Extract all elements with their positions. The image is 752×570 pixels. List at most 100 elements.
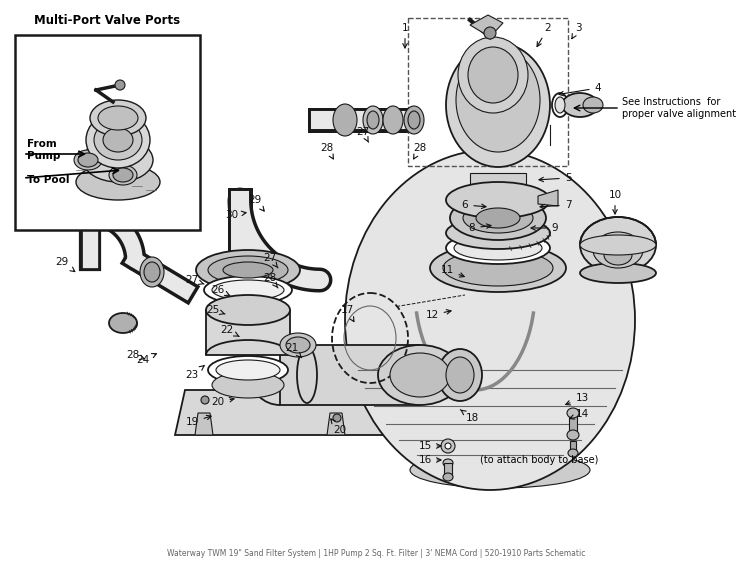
Ellipse shape (208, 256, 288, 284)
Ellipse shape (580, 263, 656, 283)
Ellipse shape (468, 47, 518, 103)
Text: 27: 27 (263, 253, 278, 268)
Ellipse shape (568, 449, 578, 457)
Ellipse shape (476, 208, 520, 228)
Ellipse shape (280, 333, 316, 357)
Ellipse shape (378, 345, 462, 405)
Ellipse shape (580, 217, 656, 273)
Text: 5: 5 (539, 173, 572, 183)
Text: 26: 26 (211, 285, 230, 296)
Text: From
Pump: From Pump (27, 139, 60, 161)
Circle shape (115, 80, 125, 90)
Ellipse shape (231, 302, 249, 314)
Text: 13: 13 (566, 393, 589, 405)
Ellipse shape (226, 299, 254, 317)
Ellipse shape (458, 37, 528, 113)
Bar (408, 18, 568, 166)
Text: 28: 28 (263, 273, 278, 288)
Ellipse shape (204, 276, 292, 304)
Text: To Pool: To Pool (27, 175, 69, 185)
Polygon shape (470, 15, 503, 37)
Ellipse shape (408, 111, 420, 129)
Text: 17: 17 (341, 305, 354, 321)
Text: 24: 24 (136, 353, 156, 365)
Text: 28: 28 (126, 350, 145, 360)
Ellipse shape (567, 408, 579, 418)
Text: 23: 23 (186, 366, 204, 380)
Ellipse shape (567, 430, 579, 440)
Polygon shape (280, 345, 420, 405)
Circle shape (201, 396, 209, 404)
Ellipse shape (90, 100, 146, 136)
Polygon shape (195, 413, 213, 435)
Ellipse shape (390, 353, 450, 397)
Text: 21: 21 (285, 343, 302, 358)
Ellipse shape (333, 104, 357, 136)
Ellipse shape (103, 128, 133, 152)
Text: 29: 29 (56, 257, 74, 271)
Text: 15: 15 (418, 441, 441, 451)
Ellipse shape (555, 97, 565, 113)
Text: 18: 18 (460, 410, 478, 423)
Ellipse shape (446, 43, 550, 167)
Bar (444, 463, 452, 477)
Ellipse shape (446, 182, 550, 218)
Ellipse shape (223, 262, 273, 278)
Text: Waterway TWM 19" Sand Filter System | 1HP Pump 2 Sq. Ft. Filter | 3' NEMA Cord |: Waterway TWM 19" Sand Filter System | 1H… (167, 549, 585, 558)
Circle shape (441, 439, 455, 453)
Ellipse shape (463, 203, 533, 233)
Text: 3: 3 (572, 23, 581, 39)
Polygon shape (538, 190, 558, 206)
Ellipse shape (404, 106, 424, 134)
Ellipse shape (286, 337, 310, 353)
Text: 20: 20 (331, 419, 347, 435)
Ellipse shape (223, 280, 257, 300)
Text: 9: 9 (531, 223, 558, 233)
Ellipse shape (109, 165, 137, 185)
Ellipse shape (443, 250, 553, 286)
Text: (to attach body to base): (to attach body to base) (480, 455, 599, 465)
Text: 8: 8 (468, 223, 491, 233)
Ellipse shape (86, 112, 150, 168)
Ellipse shape (345, 150, 635, 490)
Ellipse shape (212, 280, 284, 300)
Text: 27: 27 (356, 127, 370, 142)
Ellipse shape (206, 295, 290, 325)
Text: See Instructions  for
proper valve alignment: See Instructions for proper valve alignm… (622, 97, 736, 119)
Text: 12: 12 (426, 310, 451, 320)
Bar (569, 413, 577, 435)
Bar (206, 310, 290, 355)
Ellipse shape (446, 232, 550, 264)
Bar (15, 35, 200, 230)
Text: 1: 1 (402, 23, 408, 48)
Text: 16: 16 (418, 455, 441, 465)
Text: 4: 4 (559, 83, 602, 96)
Ellipse shape (456, 48, 540, 152)
Ellipse shape (78, 153, 98, 167)
Ellipse shape (94, 120, 142, 160)
Ellipse shape (410, 452, 590, 488)
Ellipse shape (367, 111, 379, 129)
Text: 22: 22 (220, 325, 239, 336)
Ellipse shape (454, 236, 542, 260)
Text: 29: 29 (248, 195, 264, 211)
Ellipse shape (562, 93, 598, 117)
Ellipse shape (583, 97, 603, 113)
Ellipse shape (552, 93, 568, 117)
Circle shape (445, 443, 451, 449)
Bar (470, 173, 526, 203)
Ellipse shape (208, 356, 288, 384)
Polygon shape (175, 390, 480, 435)
Text: 6: 6 (462, 200, 486, 210)
Ellipse shape (446, 217, 550, 249)
Ellipse shape (216, 360, 280, 380)
Text: 30: 30 (226, 210, 246, 220)
Text: 28: 28 (414, 143, 426, 159)
Text: Multi-Port Valve Ports: Multi-Port Valve Ports (35, 14, 180, 27)
Bar (570, 441, 576, 453)
Text: 27: 27 (186, 275, 204, 285)
Polygon shape (327, 413, 345, 435)
Text: 10: 10 (608, 190, 622, 214)
Text: 28: 28 (320, 143, 334, 159)
Ellipse shape (446, 357, 474, 393)
